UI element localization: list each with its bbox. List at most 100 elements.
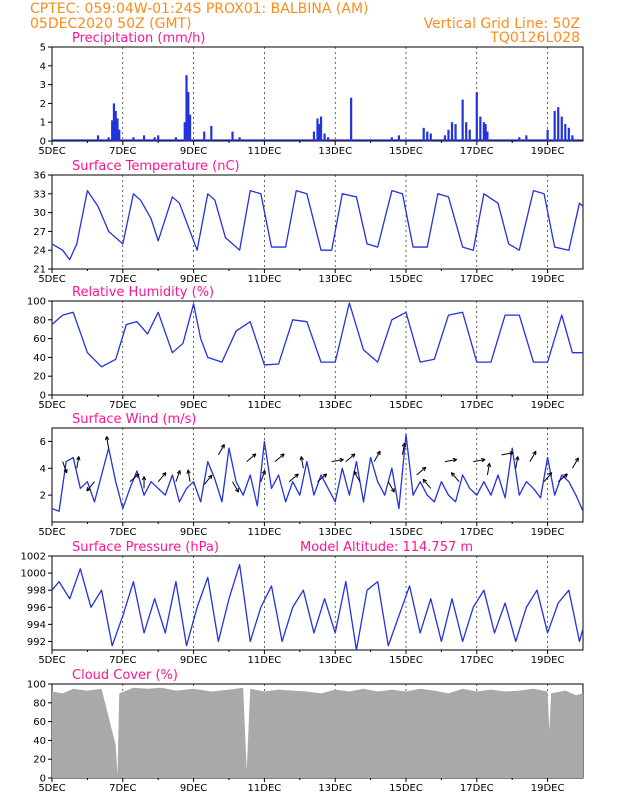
y-tick-label: 6	[40, 437, 46, 448]
x-tick-label: 13DEC	[318, 655, 352, 666]
wind-arrow	[331, 458, 344, 463]
wind-arrow	[571, 457, 579, 469]
y-tick-label: 20	[33, 755, 46, 766]
y-tick-label: 996	[27, 603, 46, 614]
wind-arrow-head	[86, 486, 91, 492]
wind-title: Surface Wind (m/s)	[72, 412, 196, 427]
precip-bar	[231, 131, 234, 141]
wind-arrow	[76, 456, 80, 469]
x-tick-label: 11DEC	[248, 655, 282, 666]
y-tick-label: 2	[40, 491, 46, 502]
pressure-title: Surface Pressure (hPa)	[72, 540, 219, 555]
precip-bar	[484, 124, 487, 141]
precip-bar	[188, 114, 192, 141]
temp-line	[51, 190, 584, 261]
y-tick-label: 20	[33, 372, 46, 383]
precip-bar	[316, 118, 319, 141]
wind-arrow-head	[220, 444, 225, 449]
precip-bar	[454, 124, 457, 141]
x-tick-label: 17DEC	[460, 527, 494, 538]
wind-arrow-head	[532, 450, 537, 456]
precip-bar	[183, 122, 186, 141]
x-tick-label: 5DEC	[38, 274, 65, 285]
x-tick-label: 13DEC	[318, 274, 352, 285]
x-tick-label: 17DEC	[460, 400, 494, 411]
y-tick-label: 4	[40, 464, 46, 475]
x-tick-label: 5DEC	[38, 146, 65, 157]
wind-arrow-head	[481, 457, 486, 463]
wind-arrow-head	[135, 473, 140, 478]
wind-arrow	[451, 472, 460, 483]
wind-arrow-head	[234, 488, 240, 493]
rh-frame	[51, 300, 584, 396]
cloud-panel: 0 20 40 60 80 100 5DEC 7DEC 9DEC 11DEC 13DEC 15DEC 1…	[27, 668, 584, 794]
wind-arrow	[416, 466, 427, 476]
wind-arrow	[543, 472, 553, 483]
wind-arrow-head	[509, 451, 514, 456]
wind-arrow-head	[299, 456, 305, 461]
precip-bar	[553, 110, 556, 141]
x-tick-label: 19DEC	[531, 400, 565, 411]
precip-bar	[174, 137, 177, 141]
precip-bar	[571, 135, 574, 141]
y-tick-label: 40	[33, 736, 46, 747]
x-tick-label: 15DEC	[389, 655, 423, 666]
x-tick-label: 9DEC	[180, 783, 207, 794]
x-tick-label: 7DEC	[109, 400, 136, 411]
pressure-panel: 992 994 996 998 1000 1002 5DEC 7DEC 9DEC 11DEC 13D…	[21, 540, 584, 666]
precip-bar	[426, 131, 429, 141]
x-tick-label: 5DEC	[38, 400, 65, 411]
wind-arrow	[62, 461, 68, 474]
y-tick-label: 3	[40, 80, 46, 91]
y-tick-label: 1000	[21, 569, 46, 580]
x-tick-label: 13DEC	[318, 783, 352, 794]
wind-arrow	[300, 456, 304, 469]
precip-bar	[153, 137, 156, 141]
precip-bar	[479, 116, 482, 141]
x-tick-label: 15DEC	[389, 400, 423, 411]
rh-title: Relative Humidity (%)	[72, 285, 214, 300]
x-tick-label: 11DEC	[248, 146, 282, 157]
y-tick-label: 100	[27, 680, 46, 691]
wind-arrow-head	[141, 476, 147, 481]
precip-bar	[390, 137, 393, 141]
x-tick-label: 13DEC	[318, 146, 352, 157]
wind-arrow-head	[563, 473, 568, 478]
x-tick-label: 17DEC	[460, 274, 494, 285]
x-tick-label: 9DEC	[180, 146, 207, 157]
precip-title: Precipitation (mm/h)	[72, 31, 205, 46]
precip-bar	[546, 129, 549, 141]
wind-arrow-head	[208, 474, 213, 480]
precip-bar	[319, 116, 323, 141]
x-tick-label: 19DEC	[531, 655, 565, 666]
header-date: 05DEC2020 50Z (GMT)	[30, 16, 192, 32]
precip-bar	[132, 137, 135, 141]
wind-arrow-head	[104, 436, 110, 441]
wind-arrow	[86, 481, 95, 492]
wind-arrow	[157, 472, 167, 483]
wind-arrow-head	[353, 470, 358, 476]
wind-arrow-head	[294, 473, 299, 478]
precip-bar	[397, 135, 401, 141]
wind-arrow	[317, 473, 328, 483]
precip-bar	[468, 129, 471, 141]
x-tick-label: 19DEC	[531, 274, 565, 285]
wind-arrow-head	[376, 450, 381, 456]
precip-bar	[116, 118, 119, 141]
wind-arrow	[515, 456, 519, 469]
x-tick-label: 15DEC	[389, 783, 423, 794]
x-tick-label: 9DEC	[180, 527, 207, 538]
x-tick-label: 19DEC	[531, 783, 565, 794]
temp-panel: 21 24 27 30 33 36 5DEC 7DEC 9DEC 11DEC 13DEC 15DEC 1…	[33, 159, 584, 285]
x-tick-label: 17DEC	[460, 783, 494, 794]
x-tick-label: 9DEC	[180, 655, 207, 666]
wind-arrow-head	[574, 457, 579, 462]
x-tick-label: 15DEC	[389, 274, 423, 285]
wind-arrow	[106, 436, 110, 449]
header-model: TQ0126L028	[489, 30, 580, 46]
precip-bar	[318, 124, 321, 141]
wind-arrow	[444, 458, 457, 463]
x-tick-label: 13DEC	[318, 527, 352, 538]
wind-arrow-head	[63, 468, 68, 474]
